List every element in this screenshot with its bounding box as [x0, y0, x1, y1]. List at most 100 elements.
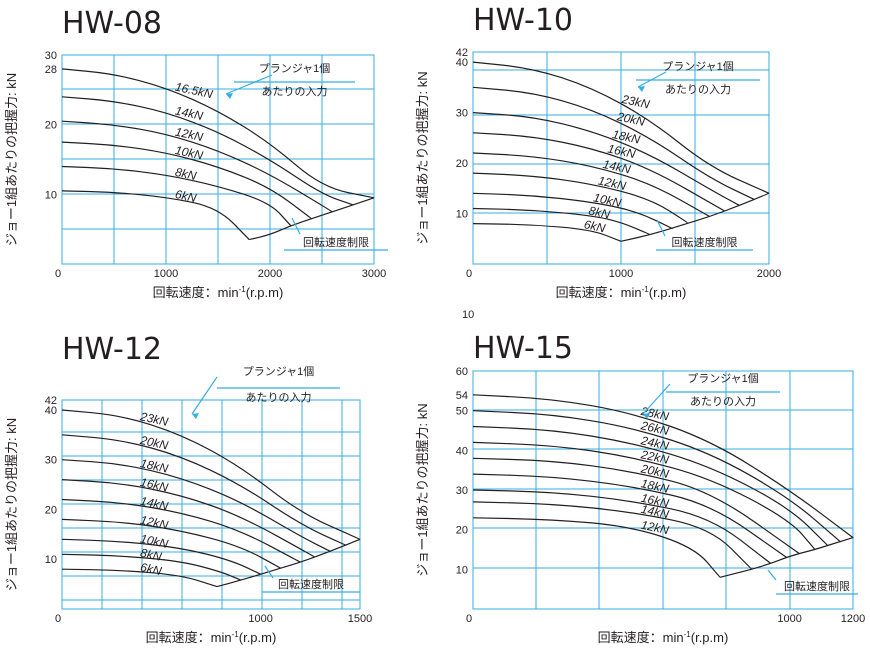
- x-axis-label-main: 回転速度：min: [153, 285, 239, 300]
- annotation-arrowhead: [192, 413, 199, 419]
- speed-limit-curve: [620, 192, 770, 242]
- x-tick-label: 2000: [258, 268, 282, 280]
- y-tick-label: 42: [456, 47, 468, 59]
- x-tick-label: 1000: [609, 268, 633, 280]
- force-curve: [472, 394, 854, 539]
- series-label: 16kN: [606, 142, 637, 162]
- chart-0: HW-08 10 20 28 30 0 1000 2000 3000 回転速度：min-1(r.p…: [4, 6, 388, 300]
- x-axis-label-unit: (r.p.m): [649, 285, 687, 300]
- series-label: 16kN: [139, 475, 170, 495]
- force-curve: [472, 223, 622, 242]
- x-axis-label-superscript: -1: [232, 630, 240, 639]
- speed-limit-curve: [249, 197, 375, 241]
- series-label: 14kN: [602, 157, 633, 177]
- limit-arrow: [767, 569, 777, 581]
- annotation-arrowhead: [638, 86, 645, 92]
- x-axis-label-unit: (r.p.m): [691, 630, 729, 645]
- annotation-arrow: [225, 74, 273, 95]
- force-curve: [472, 489, 772, 564]
- force-curve: [61, 518, 282, 569]
- series-label: 24kN: [639, 433, 671, 453]
- y-tick-label: 50: [456, 406, 468, 418]
- series-label: 10kN: [139, 532, 170, 552]
- x-axis-label: 回転速度：min-1(r.p.m): [598, 630, 729, 645]
- x-axis-label: 回転速度：min-1(r.p.m): [153, 285, 284, 300]
- y-tick-label: 40: [456, 445, 468, 457]
- series-label: 23kN: [620, 92, 652, 112]
- annotation-arrow: [191, 376, 218, 415]
- series-label: 10kN: [174, 143, 205, 163]
- force-curve: [61, 553, 242, 581]
- force-curve: [61, 459, 331, 552]
- annotation-speed-limit: 回転速度制限: [672, 235, 738, 249]
- series-label: 26kN: [639, 418, 671, 438]
- annotation-input-line1: プランジャ1個: [662, 60, 734, 73]
- x-tick-label: 0: [55, 268, 61, 280]
- force-curve: [472, 425, 829, 546]
- speed-limit-curve: [719, 537, 854, 578]
- y-tick-label: 60: [456, 366, 468, 378]
- speed-limit-curve: [216, 538, 361, 588]
- y-tick-label: 10: [456, 209, 468, 221]
- force-curve: [61, 68, 375, 199]
- force-curve: [61, 120, 333, 213]
- y-tick-label: 10: [45, 554, 57, 566]
- force-curve: [472, 61, 770, 194]
- y-tick-label: 30: [456, 108, 468, 120]
- force-curve: [472, 207, 651, 236]
- x-axis-label-superscript: -1: [239, 285, 247, 294]
- series-label: 28kN: [639, 404, 671, 424]
- force-curve: [61, 190, 250, 241]
- y-tick-label: 30: [45, 455, 57, 467]
- x-tick-label: 1500: [348, 613, 372, 625]
- series-label: 14kN: [174, 104, 205, 124]
- series-label: 6kN: [139, 560, 163, 578]
- series-label: 12kN: [640, 518, 671, 538]
- series-label: 8kN: [587, 203, 611, 221]
- series-label: 6kN: [174, 187, 198, 205]
- series-label: 10kN: [592, 190, 623, 210]
- series-label: 18kN: [640, 476, 671, 496]
- y-tick-label: 10: [456, 564, 468, 576]
- chart-title: HW-12: [62, 332, 162, 367]
- series-label: 14kN: [640, 502, 671, 522]
- force-curve: [472, 441, 816, 550]
- series-label: 12kN: [139, 513, 170, 533]
- force-curve: [61, 96, 354, 206]
- series-label: 20kN: [639, 461, 671, 481]
- x-axis-label-main: 回転速度：min: [556, 285, 642, 300]
- force-curve: [61, 141, 313, 220]
- annotation-arrow: [642, 383, 671, 415]
- y-tick-label: 10: [45, 189, 57, 201]
- annotation-input-line1: プランジャ1個: [259, 62, 331, 75]
- force-curve: [61, 409, 361, 540]
- y-axis-label: ジョー1組あたりの把握力: kN: [4, 418, 19, 591]
- x-tick-label: 0: [466, 268, 472, 280]
- annotation-input-line2: あたりの入力: [665, 83, 731, 96]
- y-axis-label: ジョー1組あたりの把握力: kN: [4, 73, 19, 246]
- force-curve: [472, 172, 689, 224]
- y-tick-label: 30: [45, 50, 57, 62]
- series-label: 23kN: [138, 409, 170, 429]
- annotation-speed-limit: 回転速度制限: [303, 235, 369, 249]
- stray-label: 10: [462, 309, 474, 321]
- force-curve: [472, 457, 800, 554]
- series-label: 6kN: [583, 217, 607, 235]
- limit-arrow: [656, 219, 666, 237]
- x-tick-label: 3000: [362, 268, 386, 280]
- force-curve: [472, 517, 721, 578]
- series-label: 20kN: [138, 433, 170, 453]
- y-tick-label: 20: [456, 525, 468, 537]
- annotation-arrow: [637, 71, 667, 88]
- series-label: 16kN: [640, 491, 671, 511]
- force-curve: [472, 132, 725, 212]
- series-label: 12kN: [174, 125, 205, 145]
- y-tick-label: 42: [45, 395, 57, 407]
- force-curve: [61, 165, 292, 227]
- annotation-input-line2: あたりの入力: [262, 85, 328, 98]
- y-tick-label: 30: [456, 485, 468, 497]
- force-curve: [472, 473, 788, 559]
- series-label: 8kN: [139, 546, 163, 564]
